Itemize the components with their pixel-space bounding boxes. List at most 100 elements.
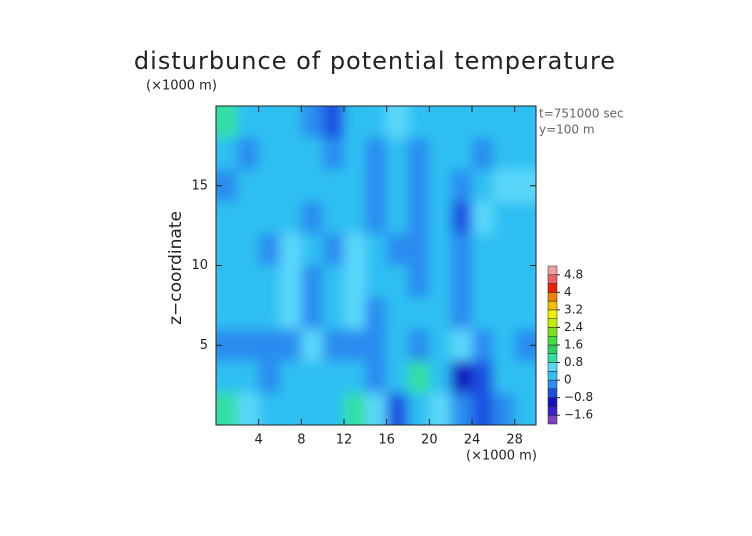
field-cell	[408, 265, 430, 298]
axes: 4 8 12 16 20 24 28 5 10 15 4.8 4 3.2 2.4 1.6 0.8 0 −0.8 −1…	[191, 105, 593, 448]
field-cell	[493, 361, 515, 394]
field-cell	[429, 233, 451, 266]
field-cell	[344, 137, 366, 170]
field-cell	[514, 329, 536, 362]
colorbar-swatch	[547, 327, 558, 337]
field-cell	[258, 361, 280, 394]
field-cell	[344, 265, 366, 298]
field-cell	[365, 233, 387, 266]
x-tick-label: 8	[297, 433, 305, 448]
field-cell	[429, 169, 451, 202]
field-cell	[237, 393, 259, 425]
field-cell	[237, 329, 259, 362]
field-cell	[386, 137, 408, 170]
field-cell	[216, 169, 238, 202]
field-cell	[450, 361, 472, 394]
field-cell	[322, 201, 344, 234]
field-cell	[280, 265, 302, 298]
y-tick-label: 10	[191, 258, 208, 273]
colorbar-swatch	[547, 371, 558, 381]
field-cell	[258, 329, 280, 362]
field-cell	[493, 201, 515, 234]
field-cell	[322, 106, 344, 138]
field-cell	[322, 169, 344, 202]
colorbar-tick-label: 1.6	[564, 338, 583, 352]
field-cell	[301, 329, 323, 362]
field-cell	[450, 106, 472, 138]
field-cell	[258, 106, 280, 138]
field-cell	[450, 137, 472, 170]
field-cell	[301, 137, 323, 170]
field-cell	[344, 106, 366, 138]
annotation: t=751000 sec	[539, 107, 624, 121]
x-tick-label: 4	[255, 433, 263, 448]
field-cell	[429, 265, 451, 298]
field-cell	[322, 361, 344, 394]
field-cell	[301, 233, 323, 266]
field-cell	[493, 265, 515, 298]
field-cell	[408, 106, 430, 138]
colorbar-swatch	[547, 397, 558, 407]
colorbar-tick-label: 0	[564, 373, 572, 387]
field-cell	[216, 201, 238, 234]
x-unit-label: (×1000 m)	[466, 449, 537, 464]
field-cell	[365, 201, 387, 234]
field-cell	[237, 106, 259, 138]
colorbar-swatch	[547, 309, 558, 319]
field-cell	[450, 297, 472, 330]
field-cell	[344, 297, 366, 330]
field-cell	[386, 201, 408, 234]
field-cell	[472, 265, 494, 298]
field-cell	[258, 233, 280, 266]
field-cell	[258, 169, 280, 202]
field-cell	[365, 265, 387, 298]
field-cell	[237, 265, 259, 298]
field-cell	[472, 361, 494, 394]
field	[216, 106, 536, 425]
y-axis-label: z−coordinate	[166, 211, 186, 325]
field-cell	[386, 361, 408, 394]
field-cell	[216, 361, 238, 394]
field-cell	[472, 201, 494, 234]
field-cell	[237, 297, 259, 330]
x-tick-label: 20	[421, 433, 438, 448]
field-cell	[472, 393, 494, 425]
colorbar-swatch	[547, 353, 558, 363]
field-cell	[322, 137, 344, 170]
field-cell	[408, 137, 430, 170]
colorbar-tick-label: 4	[564, 285, 572, 299]
field-cell	[472, 169, 494, 202]
field-cell	[322, 329, 344, 362]
colorbar-swatch	[547, 379, 558, 390]
field-cell	[301, 106, 323, 138]
field-cell	[280, 169, 302, 202]
colorbar-swatch	[547, 265, 558, 276]
colorbar-swatch	[547, 300, 558, 311]
field-cell	[258, 393, 280, 425]
field-cell	[280, 137, 302, 170]
field-cell	[237, 361, 259, 394]
field-cell	[365, 297, 387, 330]
field-cell	[408, 393, 430, 425]
y-tick-label: 15	[191, 178, 208, 193]
field-cell	[301, 265, 323, 298]
field-cell	[514, 106, 536, 138]
field-cell	[301, 201, 323, 234]
field-cell	[429, 297, 451, 330]
colorbar-tick-label: 2.4	[564, 320, 583, 334]
colorbar-swatch	[547, 335, 558, 346]
field-cell	[386, 297, 408, 330]
field-cell	[472, 233, 494, 266]
field-cell	[365, 137, 387, 170]
field-cell	[493, 169, 515, 202]
field-cell	[493, 329, 515, 362]
field-cell	[450, 201, 472, 234]
field-cell	[386, 233, 408, 266]
field-cell	[386, 106, 408, 138]
field-cell	[216, 329, 238, 362]
field-cell	[408, 201, 430, 234]
field-cell	[216, 233, 238, 266]
field-cell	[408, 297, 430, 330]
field-cell	[365, 361, 387, 394]
